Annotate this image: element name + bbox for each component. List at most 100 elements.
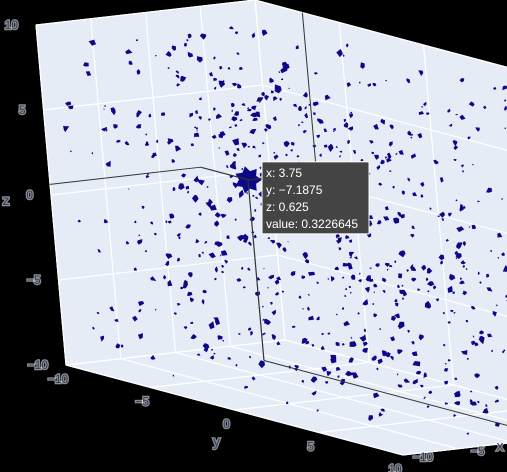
isosurface-fragment [363,328,366,333]
isosurface-fragment [208,71,213,77]
isosurface-fragment [154,308,157,311]
isosurface-fragment [410,266,417,271]
isosurface-fragment [198,97,202,101]
spike-line [200,166,249,181]
isosurface-fragment [380,159,385,165]
isosurface-fragment [232,153,237,157]
isosurface-fragment [144,142,150,147]
isosurface-fragment [247,145,250,148]
isosurface-fragment [486,273,490,278]
isosurface-fragment [467,136,471,140]
isosurface-fragment [411,351,418,356]
isosurface-fragment [398,250,406,258]
isosurface-fragment [388,141,393,147]
isosurface-fragment [188,36,190,39]
isosurface-fragment [437,215,440,218]
isosurface-fragment [291,325,296,329]
isosurface-fragment [360,62,365,69]
isosurface-fragment [423,102,427,107]
isosurface-fragment [441,218,444,222]
isosurface-fragment [63,125,70,133]
hover-label-line: x: 3.75 [266,166,302,180]
isosurface-fragment [263,268,265,270]
isosurface-fragment [178,183,185,190]
isosurface-fragment [247,241,252,246]
isosurface-fragment [335,233,340,239]
isosurface-fragment [183,42,187,47]
isosurface-fragment [421,106,424,108]
isosurface-fragment [138,309,142,313]
z-tick-label: −10 [28,358,49,372]
isosurface-fragment [418,70,424,76]
isosurface-fragment [120,344,124,348]
isosurface-fragment [382,277,387,283]
isosurface-fragment [178,236,181,240]
isosurface-fragment [247,267,251,271]
isosurface-fragment [175,74,180,79]
isosurface-fragment [371,151,375,154]
isosurface-fragment [105,129,108,132]
isosurface-fragment [197,179,205,186]
isosurface-fragment [471,224,476,230]
isosurface-fragment [461,350,468,355]
isosurface-fragment [69,150,72,153]
isosurface-fragment [241,142,248,149]
isosurface-fragment [248,355,252,359]
spike-line [50,166,201,185]
isosurface-fragment [452,139,458,147]
isosurface-fragment [128,60,133,65]
grid-line [50,169,271,196]
isosurface-fragment [332,130,335,132]
isosurface-fragment [134,220,137,224]
isosurface-fragment [426,405,430,408]
isosurface-fragment [465,268,468,270]
isosurface-fragment [269,240,276,244]
isosurface-fragment [454,250,459,255]
isosurface-fragment [311,344,315,347]
isosurface-fragment [180,286,184,290]
isosurface-fragment [314,72,318,75]
isosurface-fragment [262,305,265,308]
isosurface-fragment [203,347,209,353]
isosurface-fragment [239,66,243,71]
isosurface-fragment [453,312,456,314]
isosurface-fragment [317,118,324,124]
isosurface-fragment [345,370,354,377]
box-edge [65,364,404,456]
isosurface-fragment [144,250,147,253]
isosurface-fragment [502,265,507,272]
isosurface-fragment [276,276,282,281]
grid-line [318,410,507,434]
isosurface-fragment [209,355,214,360]
isosurface-fragment [183,279,188,286]
isosurface-fragment [321,332,325,336]
isosurface-fragment [465,319,469,323]
isosurface-fragment [262,332,266,336]
isosurface-fragment [338,247,342,251]
isosurface-fragment [259,166,262,170]
isosurface-fragment [201,299,205,305]
isosurface-fragment [358,81,361,84]
isosurface-fragment [214,220,220,227]
isosurface-fragment [462,265,465,268]
isosurface-fragment [327,332,331,335]
isosurface-fragment [267,287,269,289]
isosurface-fragment [167,220,172,224]
isosurface-fragment [339,150,343,153]
isosurface-fragment [272,116,277,121]
isosurface-fragment [283,140,290,148]
isosurface-fragment [360,159,364,162]
isosurface-fragment [368,215,374,220]
isosurface-fragment [261,91,265,97]
isosurface-fragment [103,219,109,224]
isosurface-fragment [475,127,480,132]
isosurface-fragment [262,318,265,321]
isosurface-fragment [214,277,217,281]
isosurface-fragment [254,209,257,212]
isosurface-fragment [275,88,281,94]
isosurface-fragment [177,303,181,306]
isosurface-fragment [362,341,368,347]
isosurface-fragment [469,390,473,393]
